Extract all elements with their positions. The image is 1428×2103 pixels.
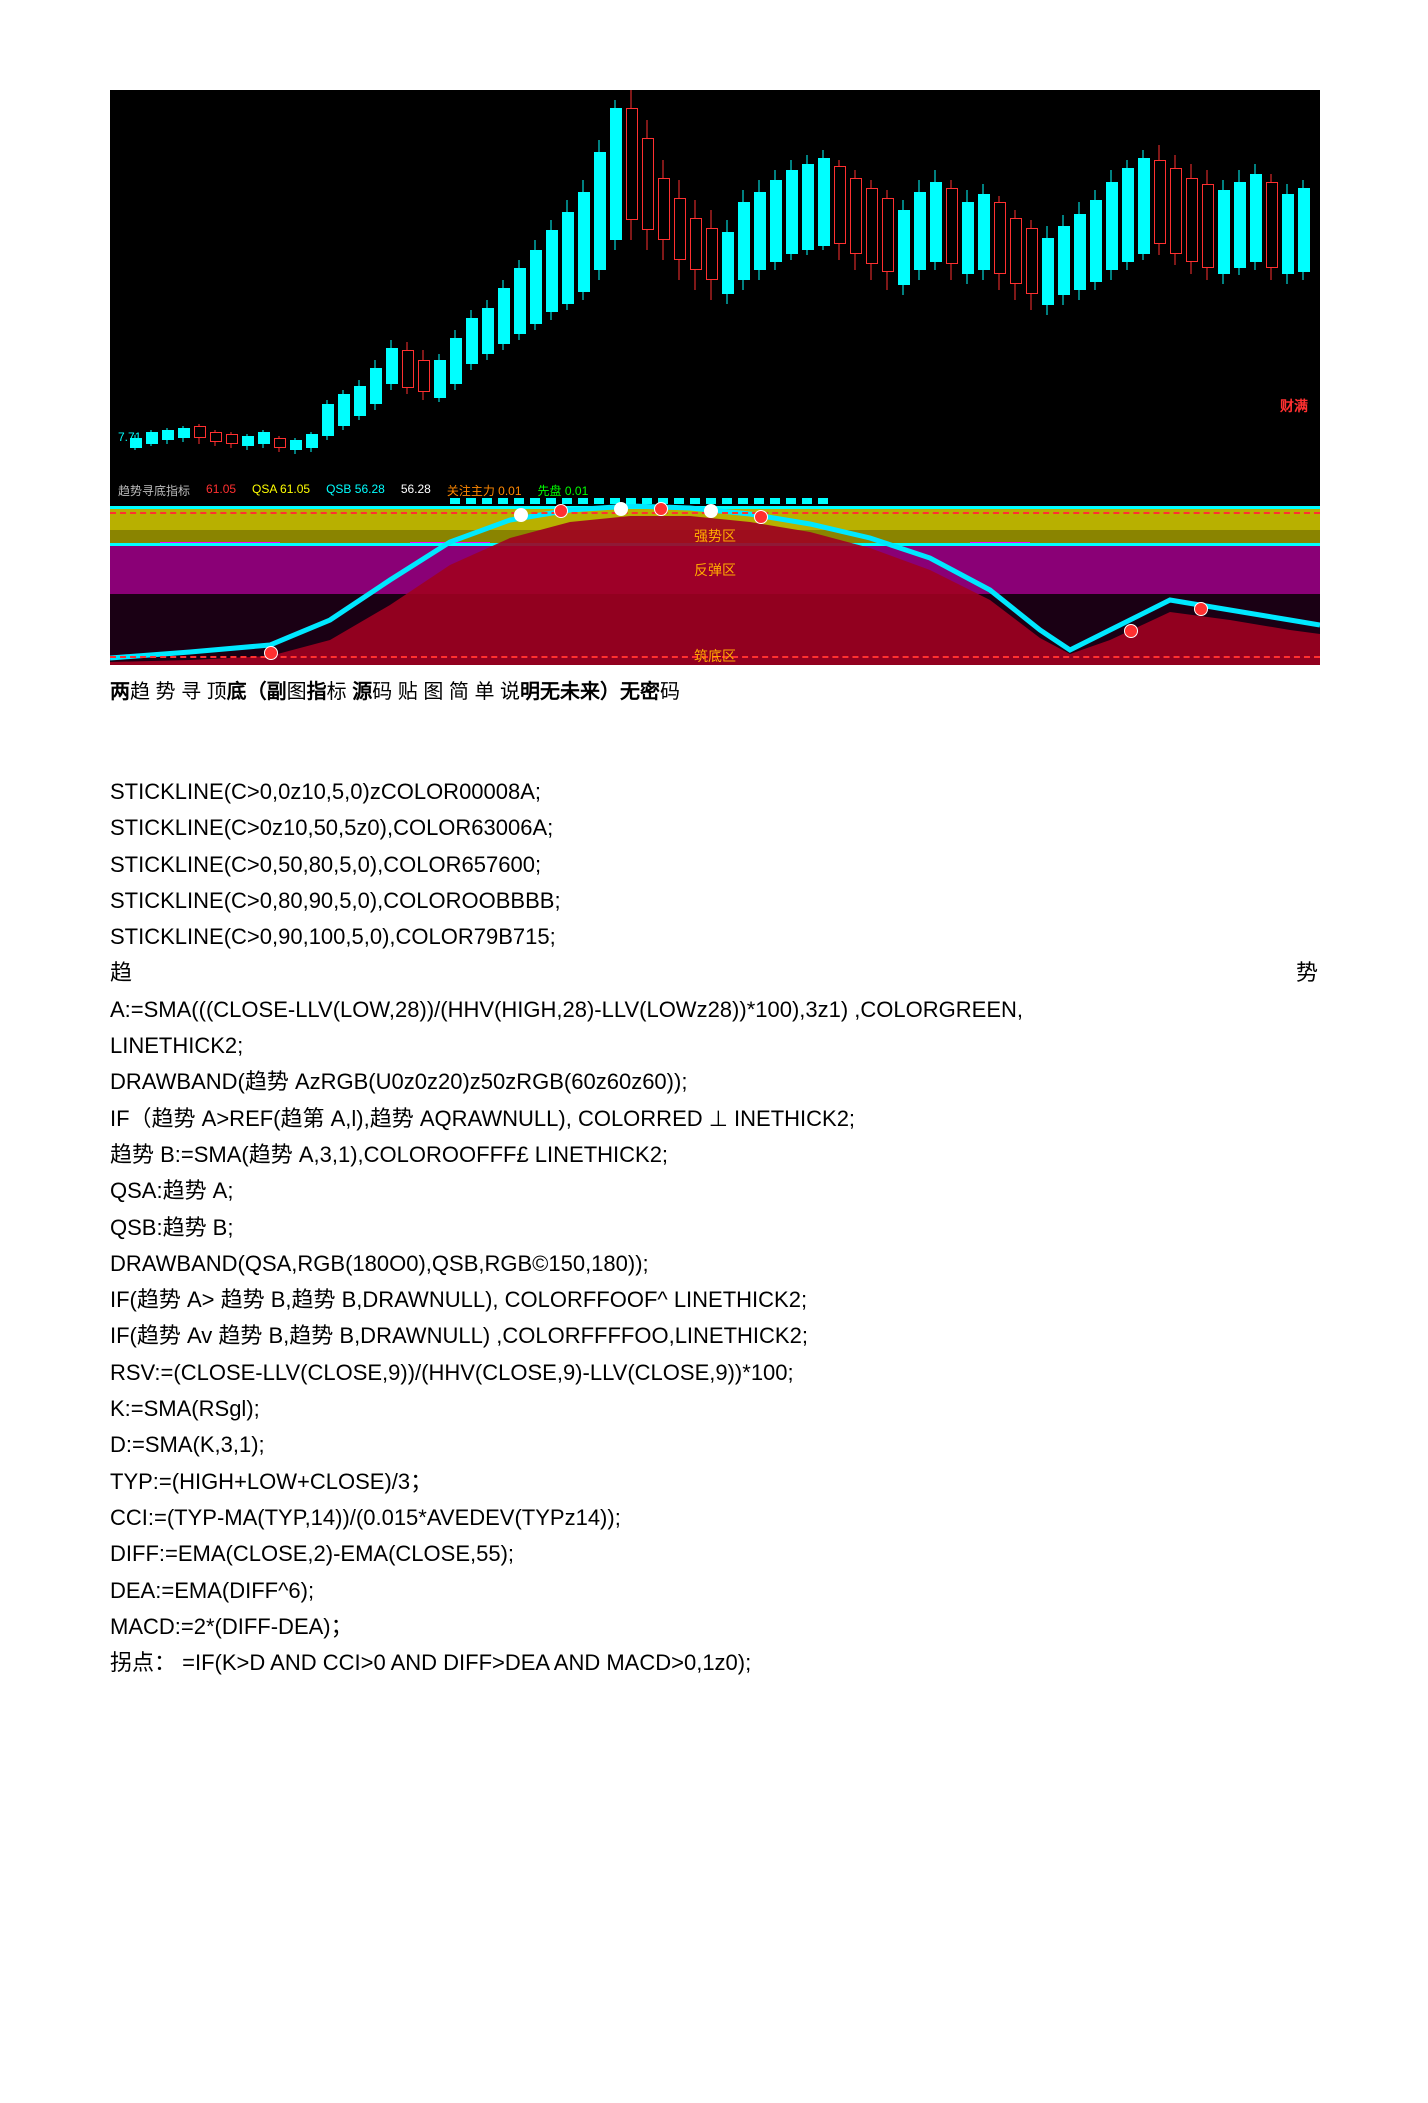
code-line: QSA:趋势 A; <box>110 1173 1318 1209</box>
code-line: TYP:=(HIGH+LOW+CLOSE)/3； <box>110 1464 1318 1500</box>
code-listing: STICKLINE(C>0,0z10,5,0)zCOLOR00008A;STIC… <box>110 774 1318 1681</box>
code-line: 趋势 <box>110 955 1318 991</box>
code-line: MACD:=2*(DIFF-DEA)； <box>110 1609 1318 1645</box>
code-line: LINETHICK2; <box>110 1028 1318 1064</box>
code-line: DIFF:=EMA(CLOSE,2)-EMA(CLOSE,55); <box>110 1536 1318 1572</box>
code-line: RSV:=(CLOSE-LLV(CLOSE,9))/(HHV(CLOSE,9)-… <box>110 1355 1318 1391</box>
code-line: D:=SMA(K,3,1); <box>110 1427 1318 1463</box>
figure-caption: 两趋 势 寻 顶底（副图指标 源码 贴 图 简 单 说明无未来）无密码 <box>110 675 1318 704</box>
zone-label-low: 筑底区 <box>694 646 736 665</box>
code-line: CCI:=(TYP-MA(TYP,14))/(0.015*AVEDEV(TYPz… <box>110 1500 1318 1536</box>
code-line: STICKLINE(C>0,0z10,5,0)zCOLOR00008A; <box>110 774 1318 810</box>
code-line: DEA:=EMA(DIFF^6); <box>110 1573 1318 1609</box>
code-line: 拐点： =IF(K>D AND CCI>0 AND DIFF>DEA AND M… <box>110 1645 1318 1681</box>
code-line: IF(趋势 A> 趋势 B,趋势 B,DRAWNULL), COLORFFOOF… <box>110 1282 1318 1318</box>
code-line: DRAWBAND(QSA,RGB(180O0),QSB,RGB©150,180)… <box>110 1246 1318 1282</box>
code-line: A:=SMA(((CLOSE-LLV(LOW,28))/(HHV(HIGH,28… <box>110 992 1318 1028</box>
zone-label-top: 强势区 <box>694 526 736 546</box>
code-line: IF(趋势 Av 趋势 B,趋势 B,DRAWNULL) ,COLORFFFFO… <box>110 1318 1318 1354</box>
candlestick-chart: 7.71 财满 <box>110 90 1320 480</box>
code-line: K:=SMA(RSgl); <box>110 1391 1318 1427</box>
code-line: STICKLINE(C>0,50,80,5,0),COLOR657600; <box>110 847 1318 883</box>
code-line: 趋势 B:=SMA(趋势 A,3,1),COLOROOFFF£ LINETHIC… <box>110 1137 1318 1173</box>
indicator-chart: 趋势寻底指标61.05QSA 61.05QSB 56.2856.28关注主力 0… <box>110 480 1320 665</box>
code-line: STICKLINE(C>0,80,90,5,0),COLOROOBBBB; <box>110 883 1318 919</box>
chart-container: 7.71 财满 趋势寻底指标61.05QSA 61.05QSB 56.2856.… <box>110 90 1320 665</box>
code-line: QSB:趋势 B; <box>110 1210 1318 1246</box>
code-line: STICKLINE(C>0z10,50,5z0),COLOR63006A; <box>110 810 1318 846</box>
code-line: STICKLINE(C>0,90,100,5,0),COLOR79B715; <box>110 919 1318 955</box>
code-line: IF（趋势 A>REF(趋第 A,l),趋势 AQRAWNULL), COLOR… <box>110 1101 1318 1137</box>
code-line: DRAWBAND(趋势 AzRGB(U0z0z20)z50zRGB(60z60z… <box>110 1064 1318 1100</box>
zone-label-mid: 反弹区 <box>694 560 736 580</box>
